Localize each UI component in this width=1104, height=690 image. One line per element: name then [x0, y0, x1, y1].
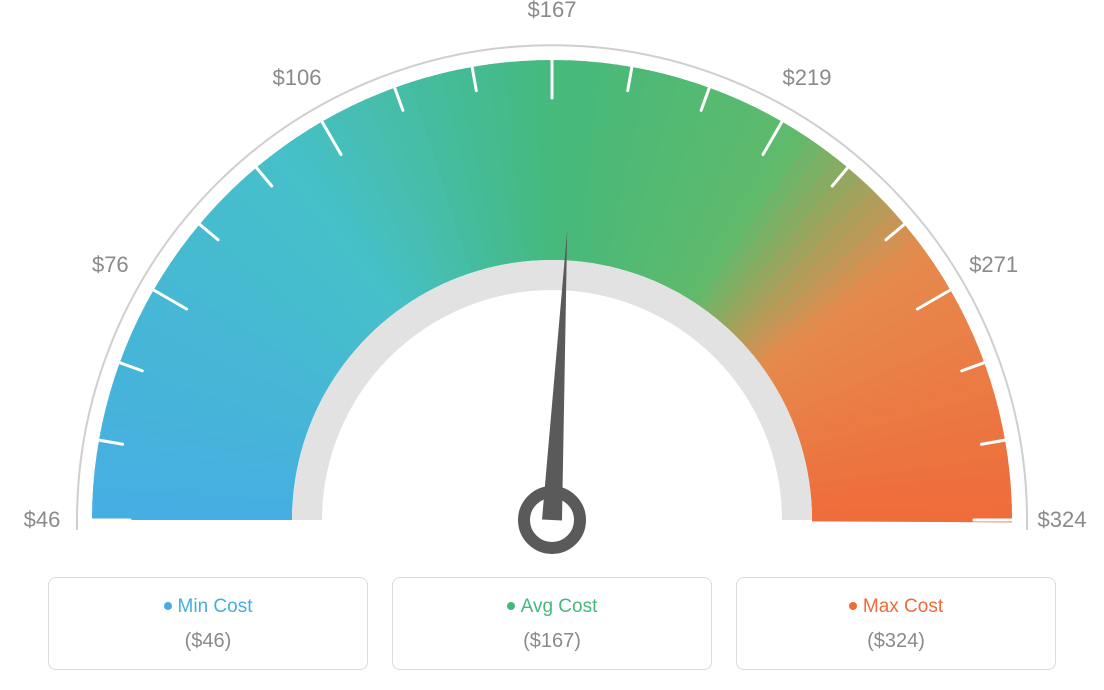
legend-title-max: Max Cost	[747, 596, 1045, 618]
legend-dot-min	[164, 602, 172, 610]
legend-label-max: Max Cost	[863, 596, 943, 617]
legend-card-min: Min Cost ($46)	[48, 577, 368, 670]
gauge-tick-label: $46	[24, 507, 61, 533]
gauge-tick-label: $76	[92, 252, 129, 278]
legend-label-min: Min Cost	[178, 596, 253, 617]
legend-value-avg: ($167)	[403, 630, 701, 653]
legend-value-max: ($324)	[747, 630, 1045, 653]
gauge-tick-label: $324	[1038, 507, 1087, 533]
gauge-tick-label: $219	[783, 65, 832, 91]
legend-card-max: Max Cost ($324)	[736, 577, 1056, 670]
legend-dot-max	[849, 602, 857, 610]
gauge-tick-label: $106	[273, 65, 322, 91]
gauge-chart: $46 $76 $106 $167 $219 $271 $324	[0, 0, 1104, 560]
legend-dot-avg	[507, 602, 515, 610]
gauge-svg	[0, 0, 1104, 560]
gauge-tick-label: $271	[969, 252, 1018, 278]
gauge-tick-label: $167	[528, 0, 577, 23]
legend-label-avg: Avg Cost	[521, 596, 598, 617]
legend-title-avg: Avg Cost	[403, 596, 701, 618]
legend-title-min: Min Cost	[59, 596, 357, 618]
legend-row: Min Cost ($46) Avg Cost ($167) Max Cost …	[0, 577, 1104, 670]
legend-value-min: ($46)	[59, 630, 357, 653]
legend-card-avg: Avg Cost ($167)	[392, 577, 712, 670]
